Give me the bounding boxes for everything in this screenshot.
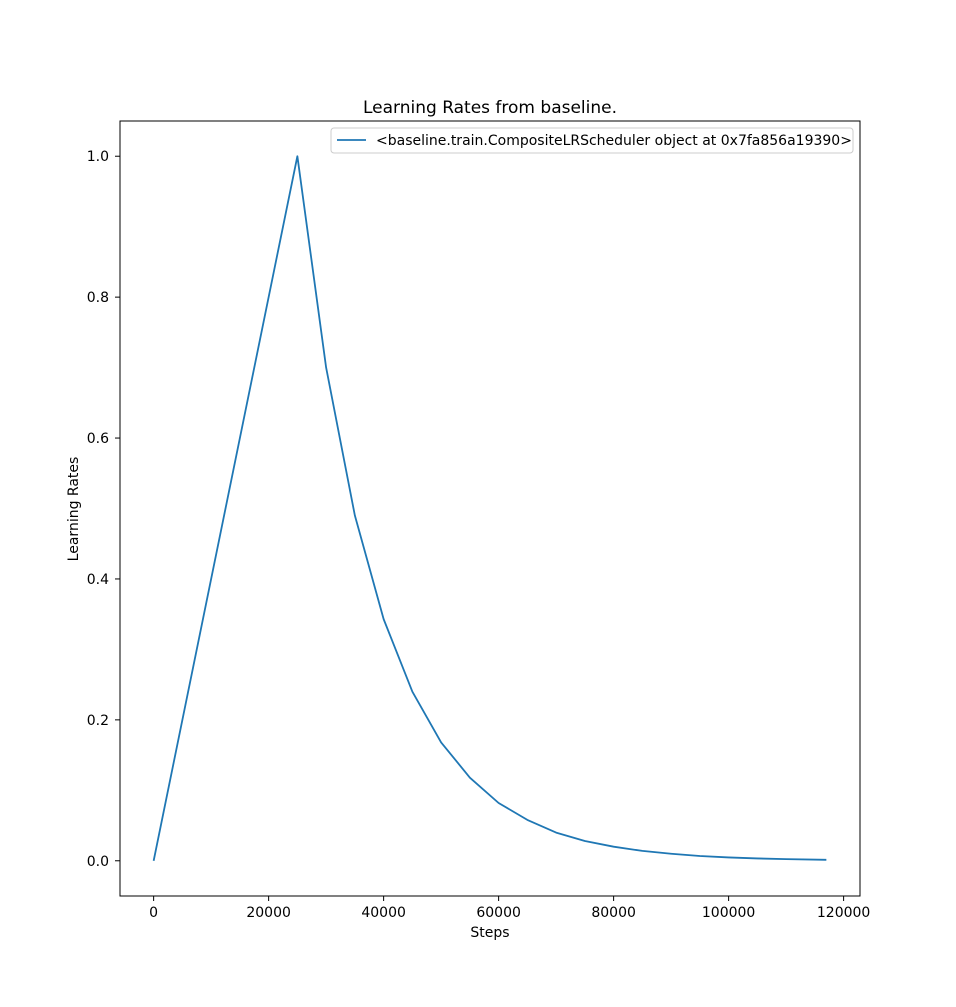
x-tick-label: 20000 bbox=[246, 905, 291, 921]
legend-box bbox=[330, 127, 854, 154]
legend: <baseline.train.CompositeLRScheduler obj… bbox=[330, 127, 854, 154]
y-tick-label: 0.0 bbox=[87, 854, 109, 870]
series-layer bbox=[152, 155, 827, 861]
x-axis-label: Steps bbox=[470, 925, 509, 941]
y-tick-label: 0.6 bbox=[87, 431, 109, 447]
x-axis: 0 20000 40000 60000 80000 100000 120000 bbox=[149, 896, 870, 921]
legend-entry-label: <baseline.train.CompositeLRScheduler obj… bbox=[376, 133, 852, 149]
x-tick-label: 100000 bbox=[702, 905, 755, 921]
y-axis-label: Learning Rates bbox=[66, 457, 82, 562]
x-tick-label: 40000 bbox=[361, 905, 406, 921]
plot-area-frame bbox=[119, 120, 861, 897]
y-axis: 0.0 0.2 0.4 0.6 0.8 1.0 bbox=[87, 149, 120, 870]
x-tick-label: 120000 bbox=[817, 905, 870, 921]
plot-area-background bbox=[120, 121, 860, 896]
x-tick-label: 60000 bbox=[476, 905, 521, 921]
y-tick-label: 0.8 bbox=[87, 290, 109, 306]
y-tick-label: 1.0 bbox=[87, 149, 109, 165]
x-tick-label: 0 bbox=[149, 905, 158, 921]
y-tick-label: 0.4 bbox=[87, 572, 109, 588]
chart-title: Learning Rates from baseline. bbox=[363, 98, 617, 118]
y-tick-label: 0.2 bbox=[87, 713, 109, 729]
x-tick-label: 80000 bbox=[591, 905, 636, 921]
series-line bbox=[152, 155, 827, 861]
